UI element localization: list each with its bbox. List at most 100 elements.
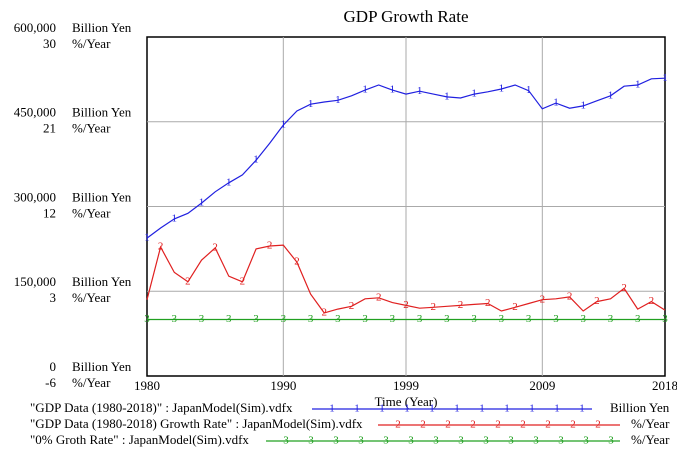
legend-marker: 1 [504, 403, 510, 415]
series-marker: 1 [253, 154, 259, 166]
series-marker: 2 [376, 291, 382, 303]
series-marker: 2 [540, 293, 546, 305]
series-marker: 1 [308, 98, 314, 110]
legend-unit: %/Year [631, 416, 670, 431]
y-tick-label: 450,000 [14, 105, 56, 120]
legend-marker: 3 [458, 435, 464, 447]
series-marker: 1 [199, 197, 205, 209]
legend-marker: 1 [554, 403, 560, 415]
series-marker: 3 [335, 313, 341, 325]
series-marker: 3 [308, 313, 314, 325]
series-marker: 2 [267, 240, 273, 252]
legend-marker: 3 [408, 435, 414, 447]
y2-tick-label: 3 [50, 290, 57, 305]
legend-marker: 2 [545, 419, 551, 431]
series-marker: 3 [253, 313, 259, 325]
series-marker: 1 [608, 89, 614, 101]
legend-marker: 3 [283, 435, 289, 447]
legend-marker: 2 [570, 419, 576, 431]
series-marker: 1 [390, 84, 396, 96]
series-marker: 2 [349, 300, 355, 312]
x-tick-label: 2018 [652, 378, 677, 393]
legend-marker: 3 [508, 435, 514, 447]
series-marker: 3 [417, 313, 423, 325]
legend-marker: 1 [354, 403, 360, 415]
legend-marker: 3 [483, 435, 489, 447]
legend-marker: 2 [395, 419, 401, 431]
series-marker: 2 [240, 275, 246, 287]
y2-unit-label: %/Year [72, 375, 111, 390]
series-marker: 3 [172, 313, 178, 325]
series-marker: 1 [635, 79, 641, 91]
series-marker: 1 [335, 94, 341, 106]
series-marker: 2 [485, 297, 491, 309]
legend-label: "0% Groth Rate" : JapanModel(Sim).vdfx [30, 432, 249, 447]
legend-marker: 3 [383, 435, 389, 447]
series-marker: 3 [526, 313, 532, 325]
series-marker: 2 [321, 306, 327, 318]
legend-marker: 2 [470, 419, 476, 431]
y-tick-label: 600,000 [14, 20, 56, 35]
series-marker: 3 [471, 313, 477, 325]
series-marker: 1 [471, 88, 477, 100]
legend-marker: 2 [495, 419, 501, 431]
x-tick-label: 1990 [270, 378, 296, 393]
series-marker: 3 [662, 313, 668, 325]
y-tick-label: 300,000 [14, 189, 56, 204]
y-unit-label: Billion Yen [72, 20, 132, 35]
series-marker: 3 [144, 313, 150, 325]
legend-marker: 1 [379, 403, 385, 415]
x-tick-label: 1980 [134, 378, 160, 393]
legend-marker: 1 [479, 403, 485, 415]
legend-marker: 3 [308, 435, 314, 447]
y-unit-label: Billion Yen [72, 274, 132, 289]
series-marker: 2 [403, 299, 409, 311]
legend-unit: %/Year [631, 432, 670, 447]
legend-marker: 2 [445, 419, 451, 431]
series-marker: 2 [458, 299, 464, 311]
series-marker: 3 [390, 313, 396, 325]
legend-marker: 3 [358, 435, 364, 447]
y-tick-label: 0 [50, 359, 57, 374]
legend-marker: 2 [520, 419, 526, 431]
legend-marker: 2 [595, 419, 601, 431]
series-marker: 1 [444, 90, 450, 102]
series-marker: 3 [281, 313, 287, 325]
legend-marker: 3 [583, 435, 589, 447]
legend-marker: 2 [420, 419, 426, 431]
y2-tick-label: 12 [43, 205, 56, 220]
series-line [146, 77, 666, 239]
series-marker: 3 [635, 313, 641, 325]
series-marker: 2 [512, 301, 518, 313]
series-marker: 1 [172, 212, 178, 224]
series-marker: 2 [431, 301, 437, 313]
series-marker: 2 [621, 282, 627, 294]
series-marker: 3 [553, 313, 559, 325]
series-line [146, 244, 666, 314]
series-marker: 1 [526, 84, 532, 96]
y2-unit-label: %/Year [72, 290, 111, 305]
series-marker: 2 [649, 295, 655, 307]
legend-label: "GDP Data (1980-2018)" : JapanModel(Sim)… [30, 400, 293, 415]
series-marker: 1 [580, 99, 586, 111]
series-marker: 2 [212, 241, 218, 253]
series-marker: 2 [567, 290, 573, 302]
y2-unit-label: %/Year [72, 205, 111, 220]
legend-marker: 1 [454, 403, 460, 415]
y-unit-label: Billion Yen [72, 189, 132, 204]
legend-marker: 3 [608, 435, 614, 447]
y-tick-label: 150,000 [14, 274, 56, 289]
series-marker: 2 [594, 295, 600, 307]
y2-tick-label: 21 [43, 121, 56, 136]
legend-unit: Billion Yen [610, 400, 670, 415]
series-marker: 1 [362, 84, 368, 96]
series-marker: 1 [281, 119, 287, 131]
series-marker: 1 [226, 176, 232, 188]
x-axis-label: Time (Year) [375, 394, 438, 409]
legend-marker: 1 [329, 403, 335, 415]
series-marker: 2 [294, 256, 300, 268]
legend-marker: 1 [429, 403, 435, 415]
y-unit-label: Billion Yen [72, 105, 132, 120]
series-marker: 2 [185, 275, 191, 287]
